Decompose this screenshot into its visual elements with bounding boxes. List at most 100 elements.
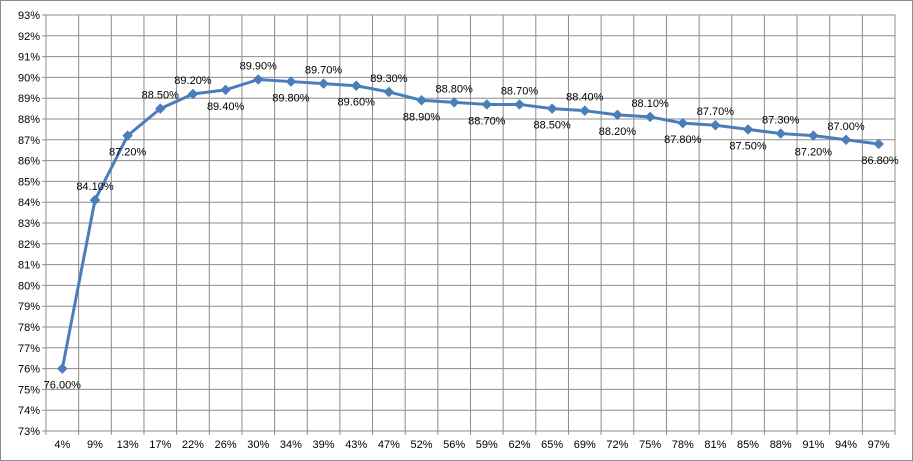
series-polyline	[60, 77, 879, 369]
x-tick-label: 85%	[737, 439, 759, 451]
data-point-marker	[775, 128, 787, 139]
x-tick-label: 94%	[835, 439, 857, 451]
x-tick-label: 9%	[87, 439, 103, 451]
data-point-marker	[220, 84, 231, 96]
x-tick-label: 91%	[802, 439, 824, 451]
data-label: 89.30%	[370, 73, 408, 85]
data-point-marker	[742, 124, 754, 135]
y-tick-label: 86%	[18, 156, 40, 168]
data-point-marker	[710, 119, 721, 131]
data-label: 88.50%	[142, 90, 180, 102]
data-label: 89.70%	[305, 65, 343, 77]
x-tick-label: 65%	[541, 439, 563, 451]
data-label: 87.50%	[729, 140, 767, 152]
x-tick-label: 75%	[639, 439, 661, 451]
x-tick-label: 81%	[704, 439, 726, 451]
data-label: 89.90%	[240, 60, 278, 72]
data-label: 88.70%	[468, 115, 506, 127]
y-tick-label: 76%	[18, 364, 40, 376]
data-point-marker	[187, 88, 199, 100]
data-label: 76.00%	[44, 380, 82, 392]
x-tick-label: 56%	[443, 439, 465, 451]
data-point-marker	[808, 130, 819, 141]
x-axis-tick-labels: 4% 9% 13% 17% 22% 26% 30% 34% 39% 43% 47% 52% 56% 59%…	[54, 439, 890, 451]
data-point-marker	[56, 363, 68, 374]
data-label: 89.40%	[207, 101, 245, 113]
data-label: 88.80%	[436, 83, 474, 95]
data-labels: 76.00% 84.10% 87.20% 88.50% 89.20% 89.40% 89.9…	[44, 60, 899, 391]
data-point-marker	[677, 117, 689, 129]
gridlines	[42, 14, 896, 435]
x-tick-label: 59%	[476, 439, 498, 451]
y-tick-label: 81%	[18, 260, 40, 272]
y-tick-label: 82%	[18, 239, 40, 251]
y-tick-label: 93%	[18, 10, 40, 22]
data-label: 87.00%	[827, 121, 865, 133]
x-tick-label: 30%	[247, 439, 269, 451]
data-label: 87.20%	[109, 147, 147, 159]
x-tick-label: 52%	[411, 439, 433, 451]
data-point-marker	[318, 78, 329, 89]
x-tick-label: 88%	[770, 439, 792, 451]
x-tick-label: 62%	[508, 439, 530, 451]
data-point-marker	[644, 111, 656, 123]
data-point-marker	[514, 99, 525, 110]
y-tick-label: 74%	[18, 405, 40, 417]
y-tick-label: 78%	[18, 322, 40, 334]
data-point-marker	[350, 80, 362, 92]
data-point-marker	[873, 138, 885, 150]
x-tick-label: 4%	[54, 439, 70, 451]
data-point-marker	[579, 105, 591, 117]
data-label: 89.60%	[338, 97, 376, 109]
x-tick-label: 17%	[149, 439, 171, 451]
x-tick-label: 78%	[672, 439, 694, 451]
y-tick-label: 89%	[18, 93, 40, 105]
data-label: 89.20%	[174, 75, 212, 87]
y-tick-label: 87%	[18, 135, 40, 147]
y-tick-label: 88%	[18, 114, 40, 126]
data-point-marker	[122, 130, 133, 141]
y-tick-label: 91%	[18, 52, 40, 64]
y-tick-label: 73%	[18, 426, 40, 438]
data-point-marker	[252, 74, 264, 85]
x-tick-label: 22%	[182, 439, 204, 451]
data-label: 86.80%	[861, 155, 899, 167]
data-point-marker	[154, 103, 166, 114]
data-point-marker	[546, 103, 558, 114]
y-tick-label: 77%	[18, 343, 40, 355]
y-tick-label: 92%	[18, 31, 40, 43]
y-tick-label: 85%	[18, 176, 40, 188]
y-tick-label: 90%	[18, 72, 40, 84]
series-markers	[56, 74, 885, 374]
data-point-marker	[416, 94, 427, 106]
data-point-marker	[481, 99, 493, 110]
data-point-marker	[383, 86, 395, 98]
series-line	[60, 77, 879, 369]
x-tick-label: 47%	[378, 439, 400, 451]
data-label: 84.10%	[76, 181, 114, 193]
data-label: 88.40%	[566, 92, 604, 104]
y-tick-label: 75%	[18, 384, 40, 396]
data-point-marker	[448, 97, 460, 108]
data-point-marker	[89, 194, 101, 206]
y-tick-label: 79%	[18, 301, 40, 313]
x-tick-label: 34%	[280, 439, 302, 451]
y-tick-label: 83%	[18, 218, 40, 230]
data-label: 87.20%	[795, 147, 833, 159]
x-tick-label: 69%	[574, 439, 596, 451]
y-tick-label: 80%	[18, 280, 40, 292]
data-point-marker	[285, 76, 297, 87]
x-tick-label: 39%	[313, 439, 335, 451]
data-label: 87.70%	[697, 106, 735, 118]
x-tick-label: 26%	[215, 439, 237, 451]
data-label: 88.10%	[631, 98, 669, 110]
data-label: 88.50%	[533, 120, 571, 132]
x-tick-label: 13%	[117, 439, 139, 451]
data-label: 88.20%	[599, 126, 637, 138]
x-tick-label: 97%	[868, 439, 890, 451]
data-label: 88.90%	[403, 111, 441, 123]
data-label: 87.80%	[664, 134, 702, 146]
data-point-marker	[840, 134, 852, 146]
